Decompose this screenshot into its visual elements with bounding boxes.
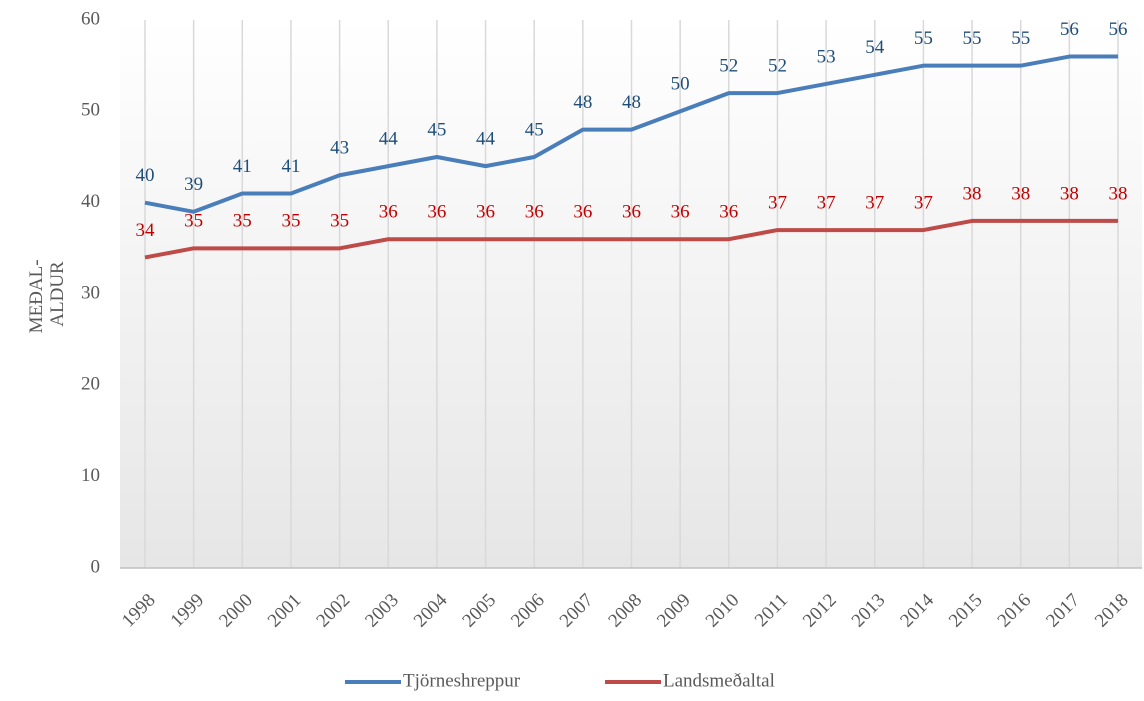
data-label: 36 (671, 202, 690, 223)
x-tick-label: 2014 (896, 589, 938, 631)
x-tick-label: 2002 (312, 590, 354, 632)
data-label: 37 (865, 192, 884, 213)
data-label: 45 (525, 119, 544, 140)
data-label: 48 (573, 92, 592, 113)
data-label: 52 (768, 55, 787, 76)
series-line (144, 218, 1118, 260)
y-tick-label: 0 (91, 556, 101, 577)
data-label: 36 (719, 202, 738, 223)
data-label: 55 (914, 28, 933, 49)
data-label: 45 (427, 119, 446, 140)
data-label: 37 (768, 192, 787, 213)
x-tick-label: 2003 (361, 590, 403, 632)
x-tick-label: 2011 (751, 590, 792, 631)
data-label: 36 (476, 202, 495, 223)
data-label: 38 (1060, 183, 1079, 204)
x-tick-label: 2016 (994, 590, 1036, 632)
data-label: 41 (281, 156, 300, 177)
data-label: 38 (1109, 183, 1128, 204)
data-label: 35 (281, 211, 300, 232)
data-label: 38 (963, 183, 982, 204)
data-label: 41 (233, 156, 252, 177)
data-label: 38 (1011, 183, 1030, 204)
y-label-line: MEÐAL- (26, 259, 47, 333)
data-label: 56 (1109, 19, 1128, 40)
data-label: 35 (233, 211, 252, 232)
data-label: 48 (622, 92, 641, 113)
data-label: 55 (1011, 28, 1030, 49)
data-label: 36 (573, 202, 592, 223)
x-tick-label: 2001 (264, 590, 306, 632)
y-tick-label: 40 (81, 191, 100, 212)
data-label: 35 (330, 211, 349, 232)
data-label: 44 (379, 128, 399, 149)
x-tick-label: 2008 (604, 590, 646, 632)
data-label: 37 (914, 192, 933, 213)
data-label: 50 (671, 74, 690, 95)
data-label: 43 (330, 138, 349, 159)
y-tick-label: 50 (81, 100, 100, 121)
data-label: 35 (184, 211, 203, 232)
data-label: 40 (136, 165, 155, 186)
legend-label: Tjörneshreppur (403, 670, 521, 691)
data-label: 44 (476, 128, 496, 149)
legend-label: Landsmeðaltal (663, 670, 775, 691)
data-label: 55 (963, 28, 982, 49)
data-label: 39 (184, 174, 203, 195)
y-axis-label: MEÐAL- ALDUR (26, 255, 68, 334)
y-tick-label: 20 (81, 374, 100, 395)
data-label: 56 (1060, 19, 1079, 40)
x-tick-label: 2004 (410, 589, 452, 631)
y-tick-label: 10 (81, 465, 100, 486)
x-tick-label: 2005 (458, 590, 500, 632)
x-tick-label: 2000 (215, 590, 257, 632)
data-label: 52 (719, 55, 738, 76)
data-label: 36 (525, 202, 544, 223)
x-tick-label: 2015 (945, 590, 987, 632)
series-line (144, 54, 1118, 214)
x-tick-label: 2007 (556, 590, 598, 632)
x-tick-label: 1998 (118, 590, 160, 632)
x-tick-label: 2017 (1042, 590, 1084, 632)
x-tick-label: 2009 (653, 590, 695, 632)
data-label: 53 (817, 46, 836, 67)
data-label: 37 (817, 192, 836, 213)
y-tick-label: 60 (81, 8, 100, 29)
x-tick-label: 2012 (799, 590, 841, 632)
data-label: 34 (136, 220, 156, 241)
y-tick-label: 30 (81, 282, 100, 303)
x-tick-label: 2013 (848, 590, 890, 632)
x-tick-label: 2018 (1091, 590, 1133, 632)
data-label: 36 (427, 202, 446, 223)
x-tick-label: 2006 (507, 590, 549, 632)
data-label: 36 (379, 202, 398, 223)
data-label: 36 (622, 202, 641, 223)
data-label: 54 (865, 37, 885, 58)
x-tick-label: 1999 (167, 590, 209, 632)
x-tick-label: 2010 (702, 590, 744, 632)
y-label-line: ALDUR (47, 261, 68, 327)
